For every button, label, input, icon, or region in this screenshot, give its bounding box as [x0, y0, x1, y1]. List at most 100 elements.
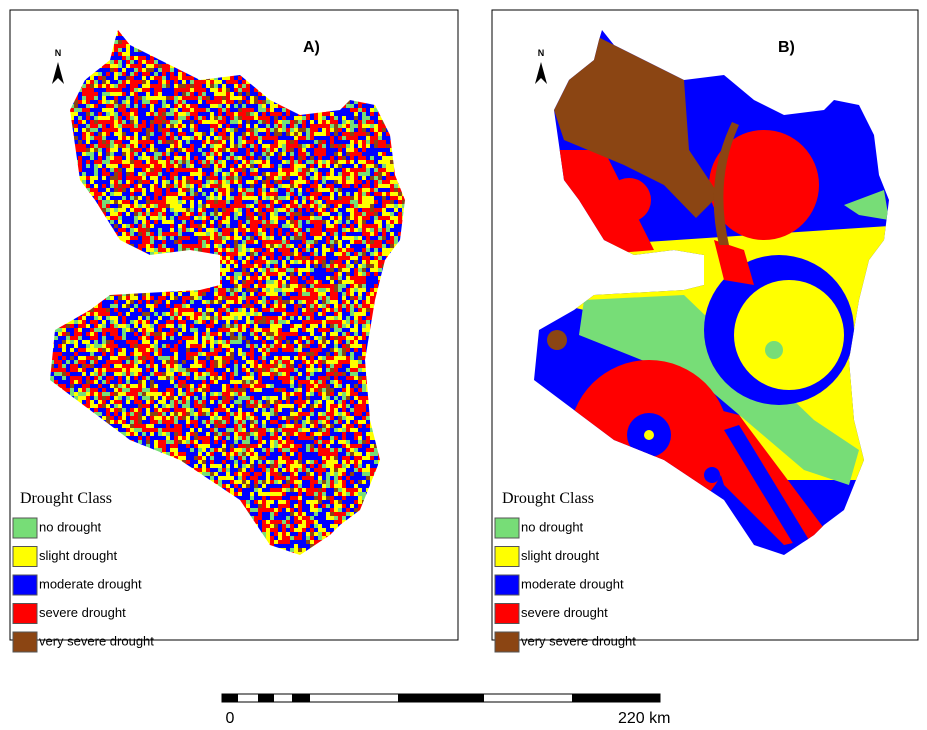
- speckle: [374, 160, 378, 164]
- speckle: [218, 212, 222, 216]
- speckle: [214, 204, 218, 208]
- speckle: [366, 224, 370, 228]
- speckle: [102, 108, 106, 112]
- speckle: [174, 80, 178, 84]
- speckle: [222, 100, 226, 104]
- speckle: [138, 200, 142, 204]
- speckle: [234, 104, 238, 108]
- speckle: [86, 152, 90, 156]
- speckle: [138, 212, 142, 216]
- speckle: [394, 228, 398, 232]
- speckle: [274, 160, 278, 164]
- speckle: [178, 188, 182, 192]
- speckle: [378, 184, 382, 188]
- speckle: [382, 212, 386, 216]
- speckle: [298, 200, 302, 204]
- speckle: [334, 216, 338, 220]
- speckle: [334, 172, 338, 176]
- speckle: [234, 128, 238, 132]
- speckle: [246, 160, 250, 164]
- speckle: [102, 68, 106, 72]
- speckle: [262, 108, 266, 112]
- speckle: [86, 168, 90, 172]
- speckle: [242, 232, 246, 236]
- speckle: [154, 216, 158, 220]
- speckle: [242, 168, 246, 172]
- speckle: [98, 72, 102, 76]
- speckle: [158, 232, 162, 236]
- speckle: [90, 184, 94, 188]
- speckle: [322, 224, 326, 228]
- speckle: [326, 140, 330, 144]
- speckle: [126, 80, 130, 84]
- speckle: [174, 152, 178, 156]
- speckle: [210, 224, 214, 228]
- speckle: [210, 196, 214, 200]
- speckle: [314, 208, 318, 212]
- speckle: [358, 108, 362, 112]
- speckle: [370, 220, 374, 224]
- speckle: [338, 156, 342, 160]
- speckle: [90, 92, 94, 96]
- speckle: [146, 220, 150, 224]
- speckle: [262, 188, 266, 192]
- speckle: [102, 152, 106, 156]
- speckle: [266, 192, 270, 196]
- speckle: [238, 120, 242, 124]
- speckle: [110, 84, 114, 88]
- speckle: [362, 180, 366, 184]
- speckle: [262, 236, 266, 240]
- speckle: [386, 184, 390, 188]
- speckle: [294, 192, 298, 196]
- speckle: [194, 232, 198, 236]
- speckle: [322, 184, 326, 188]
- speckle: [166, 192, 170, 196]
- speckle: [158, 168, 162, 172]
- speckle: [294, 208, 298, 212]
- speckle: [146, 244, 150, 248]
- speckle: [138, 196, 142, 200]
- speckle: [110, 196, 114, 200]
- speckle: [294, 228, 298, 232]
- speckle: [86, 116, 90, 120]
- speckle: [178, 160, 182, 164]
- speckle: [250, 180, 254, 184]
- speckle: [102, 132, 106, 136]
- speckle: [122, 148, 126, 152]
- speckle: [106, 172, 110, 176]
- speckle: [106, 212, 110, 216]
- speckle: [118, 80, 122, 84]
- speckle: [242, 128, 246, 132]
- speckle: [254, 200, 258, 204]
- speckle: [142, 224, 146, 228]
- speckle: [126, 88, 130, 92]
- speckle: [330, 232, 334, 236]
- speckle: [286, 204, 290, 208]
- speckle: [218, 140, 222, 144]
- speckle: [382, 128, 386, 132]
- speckle: [278, 116, 282, 120]
- speckle: [346, 208, 350, 212]
- speckle: [262, 96, 266, 100]
- speckle: [134, 52, 138, 56]
- speckle: [134, 100, 138, 104]
- speckle: [138, 240, 142, 244]
- speckle: [390, 188, 394, 192]
- speckle: [74, 136, 78, 140]
- speckle: [298, 224, 302, 228]
- speckle: [170, 128, 174, 132]
- speckle: [342, 172, 346, 176]
- speckle: [270, 108, 274, 112]
- speckle: [130, 140, 134, 144]
- speckle: [134, 156, 138, 160]
- speckle: [278, 172, 282, 176]
- speckle: [314, 156, 318, 160]
- speckle: [262, 164, 266, 168]
- speckle: [146, 196, 150, 200]
- speckle: [90, 180, 94, 184]
- speckle: [342, 112, 346, 116]
- speckle: [170, 68, 174, 72]
- speckle: [386, 212, 390, 216]
- speckle: [142, 216, 146, 220]
- speckle: [94, 116, 98, 120]
